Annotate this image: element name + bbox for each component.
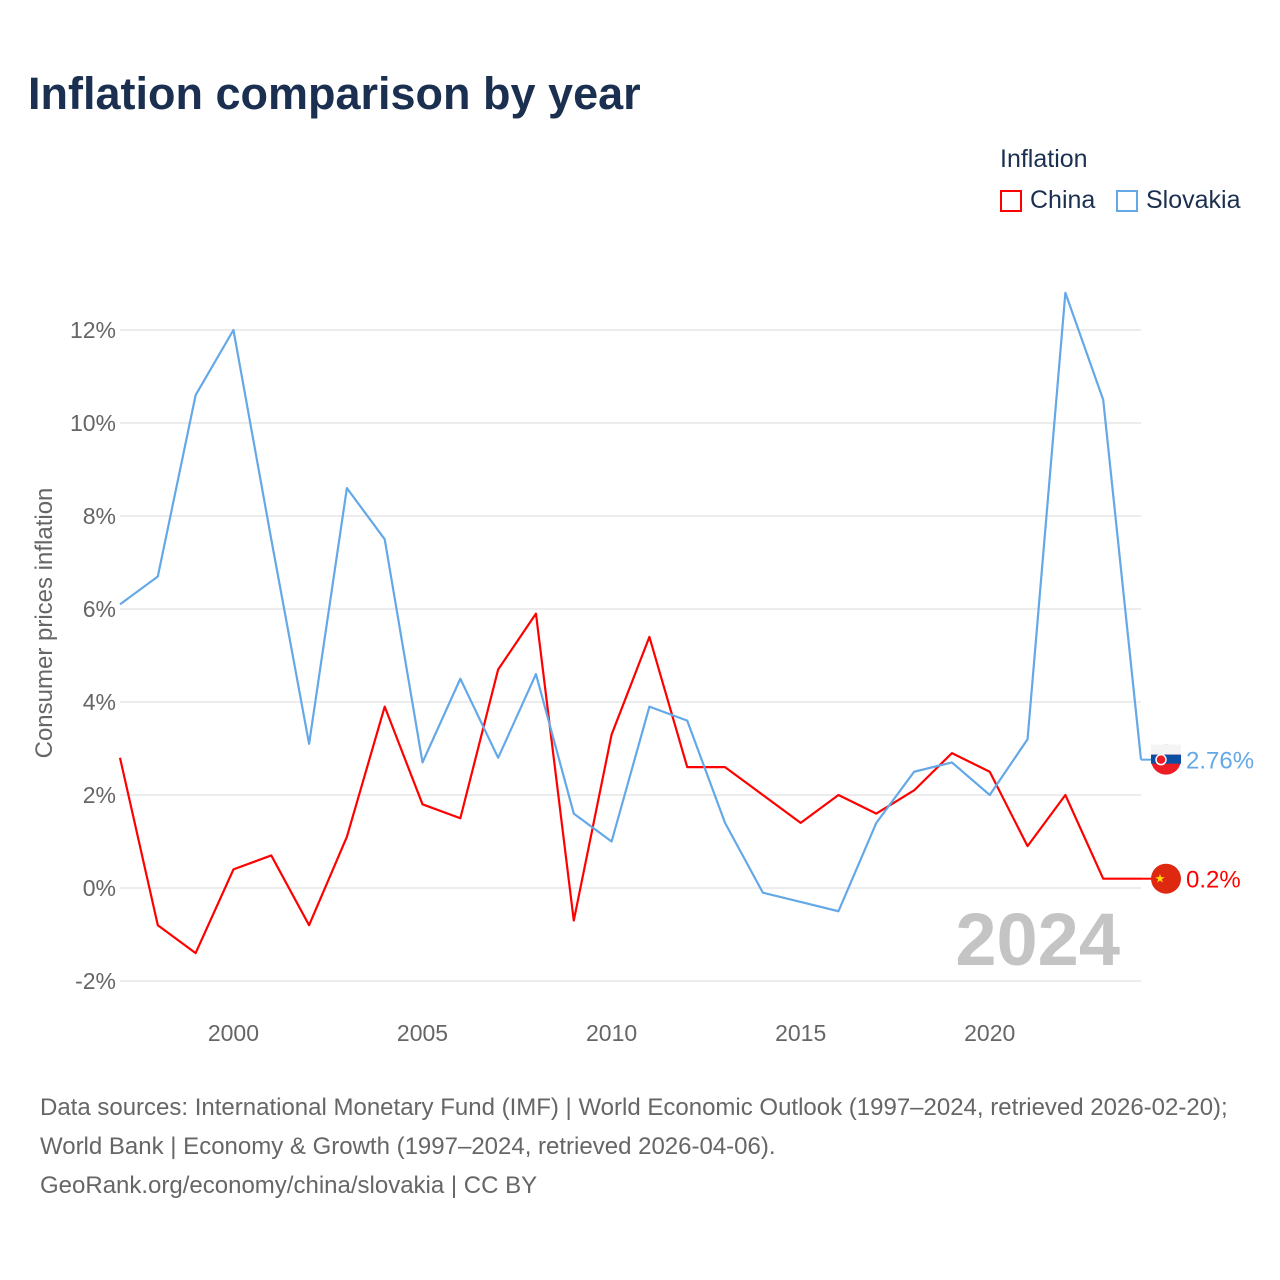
y-tick-label: 12% [70,317,116,343]
y-tick-label: 0% [83,875,116,901]
end-label-china: 0.2% [1186,867,1241,894]
legend-item-china[interactable]: China [1000,186,1095,215]
china-flag-icon [1151,863,1181,894]
x-tick-label: 2005 [397,1020,448,1046]
year-watermark: 2024 [955,898,1120,981]
chart-title: Inflation comparison by year [28,68,641,119]
x-tick-label: 2010 [586,1020,637,1046]
series-line-china [118,612,1141,955]
flag-stripe-white [1151,744,1181,755]
legend-title: Inflation [1000,145,1088,173]
flag-star-icon: ★ [1155,872,1166,886]
y-tick-label: 2% [83,782,116,808]
x-tick-label: 2020 [964,1020,1015,1046]
legend-swatch-china [1000,189,1022,212]
series-line-slovakia [119,291,1143,913]
legend-swatch-slovakia [1116,189,1138,212]
y-tick-label: 6% [83,596,116,622]
legend-label-slovakia: Slovakia [1146,186,1241,214]
y-tick-label: 4% [83,689,116,715]
legend-item-slovakia[interactable]: Slovakia [1116,186,1241,215]
flag-emblem-icon [1155,753,1167,766]
y-tick-label: 8% [83,503,116,529]
footer: Data sources: International Monetary Fun… [40,1088,1250,1205]
x-tick-label: 2015 [775,1020,826,1046]
footer-credit[interactable]: GeoRank.org/economy/china/slovakia | CC … [40,1172,538,1199]
legend-label-china: China [1030,186,1096,214]
y-tick-label: 10% [70,410,116,436]
y-tick-label: -2% [75,968,116,994]
footer-sources: Data sources: International Monetary Fun… [40,1094,1228,1160]
x-tick-label: 2000 [208,1020,259,1046]
y-axis-title: Consumer prices inflation [31,488,58,759]
end-label-slovakia: 2.76% [1186,748,1254,775]
